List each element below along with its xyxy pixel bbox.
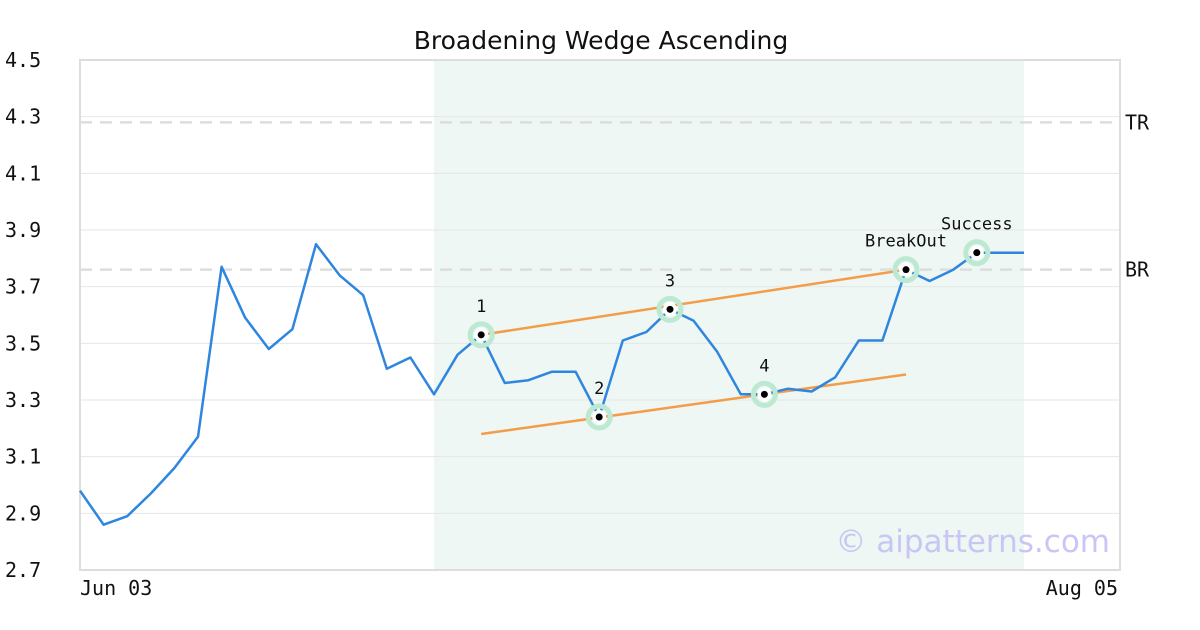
price-series [78,242,1024,526]
y-tick-label: 3.3 [5,388,41,412]
point-halo [892,256,920,284]
point-halo [585,403,613,431]
point-dot [595,413,603,421]
level-label: BR [1125,258,1150,282]
x-axis-ticks: Jun 03 Aug 05 [80,576,1118,600]
gridlines [80,116,1120,514]
point-label: 3 [665,271,675,291]
y-tick-label: 3.7 [5,275,41,299]
point-dot [477,331,485,339]
point-dot [902,266,910,274]
pattern-region-layer [434,60,1024,570]
trendlines [481,268,907,436]
pattern-region [434,60,1024,570]
point-label: BreakOut [865,232,947,252]
point-label: 2 [594,379,604,399]
point-dot [973,249,981,257]
y-tick-label: 4.3 [5,105,41,129]
point-label: Success [941,215,1013,235]
y-axis-ticks: 2.7 2.9 3.1 3.3 3.5 3.7 3.9 4.1 4.3 4.5 [5,48,41,582]
point-halo [750,380,778,408]
x-tick-label: Jun 03 [80,576,152,600]
y-tick-label: 3.9 [5,218,41,242]
y-tick-label: 4.5 [5,48,41,72]
series-line [78,242,1024,526]
point-dot [760,390,768,398]
point-dot [666,305,674,313]
chart-title: Broadening Wedge Ascending [414,26,789,55]
trendline [481,268,907,337]
x-tick-label: Aug 05 [1046,576,1118,600]
point-label: 4 [759,356,769,376]
point-halo [467,321,495,349]
y-tick-label: 2.9 [5,501,41,525]
point-halo [656,295,684,323]
y-tick-label: 2.7 [5,558,41,582]
point-label: 1 [476,297,486,317]
point-halo [963,239,991,267]
plot-frame [79,59,1121,571]
y-tick-label: 3.1 [5,445,41,469]
trendline [481,373,907,436]
y-tick-label: 3.5 [5,331,41,355]
y-tick-label: 4.1 [5,161,41,185]
watermark: © aipatterns.com [835,524,1110,560]
level-label: TR [1125,110,1150,134]
level-lines: TR BR [80,110,1150,282]
